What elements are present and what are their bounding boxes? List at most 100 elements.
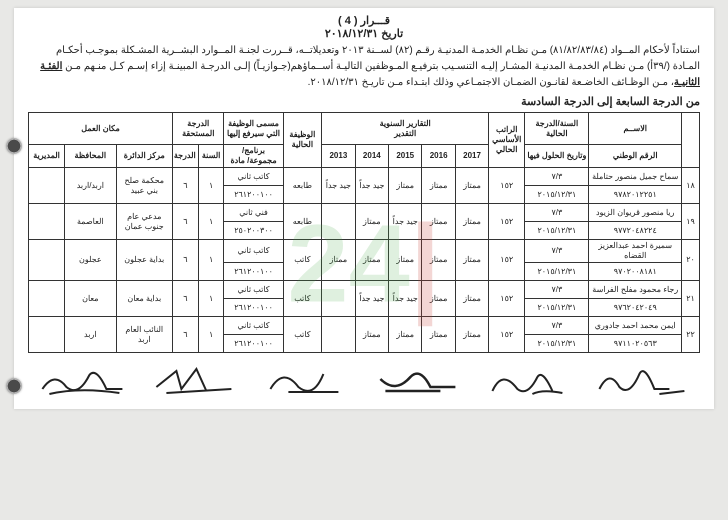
col-sana: السنة [198,145,224,168]
col-curjob: الوظيفة الحالية [283,113,322,168]
cell-r2015: ممتاز [389,317,422,353]
cell-grade: ٧/٣ [525,168,589,186]
cell-center: مدعي عام جنوب عمان [116,204,173,240]
cell-num: ٢٢ [682,317,700,353]
cell-num: ١٨ [682,168,700,204]
cell-r2013 [322,281,355,317]
cell-center: محكمة صلح بني عبيد [116,168,173,204]
cell-daraja: ٦ [173,317,199,353]
cell-curjob: كاتب [283,281,322,317]
cell-grade: ٧/٣ [525,204,589,222]
cell-curjob: طابعه [283,204,322,240]
cell-gdate: ٢٠١٥/١٢/٣١ [525,222,589,240]
decree-number: قـــرار ( 4 ) [28,14,700,27]
cell-name: ايمن محمد احمد جادوري [589,317,682,335]
col-y2014: 2014 [355,145,388,168]
cell-natid: ٩٧٦٢٠٤٢٠٤٩ [589,299,682,317]
signature [28,359,140,401]
signatures-row [28,359,700,401]
col-grade: السنة/الدرجة الحالية [525,113,589,145]
cell-code: ٢٥٠٢٠٠٣٠٠ [224,222,283,240]
cell-gdate: ٢٠١٥/١٢/٣١ [525,263,589,281]
cell-code: ٢٦١٢٠٠١٠٠ [224,299,283,317]
col-workplace: مكان العمل [29,113,173,145]
cell-sana: ١ [198,317,224,353]
employees-table: الاســم السنة/الدرجة الحالية الراتب الأس… [28,112,700,353]
cell-r2014: ممتاز [355,240,388,281]
decree-date: تاريخ ٢٠١٨/١٢/٣١ [28,27,700,40]
cell-gov: اربد [65,317,116,353]
cell-r2015: جيد جداً [389,204,422,240]
cell-dir [29,317,65,353]
cell-r2016: ممتاز [422,240,455,281]
cell-name: سميرة احمد عبدالعزيز القضاه [589,240,682,263]
cell-r2015: ممتاز [389,168,422,204]
cell-num: ٢١ [682,281,700,317]
cell-daraja: ٦ [173,240,199,281]
cell-r2013: جيد جداً [322,168,355,204]
cell-dir [29,204,65,240]
cell-r2017: ممتاز [455,204,488,240]
cell-num: ١٩ [682,204,700,240]
cell-dir [29,168,65,204]
intro-paragraph: استناداً لأحكام المــواد (٨١/٨٢/٨٣/٨٤) م… [28,43,700,91]
cell-salary: ١٥٢ [489,204,525,240]
cell-dir [29,240,65,281]
cell-sana: ١ [198,168,224,204]
col-y2016: 2016 [422,145,455,168]
cell-name: سماح جميل منصور حتاملة [589,168,682,186]
cell-center: بداية معان [116,281,173,317]
cell-natid: ٩٧٨٢٠١٢٢٥١ [589,186,682,204]
cell-r2014: ممتاز [355,204,388,240]
cell-newjob: كاتب ثاني [224,168,283,186]
cell-r2017: ممتاز [455,317,488,353]
col-newjob: مسمى الوظيفة التي سيرفع إليها [224,113,283,145]
col-newjob-sub: برنامج/ مجموعة/ مادة [224,145,283,168]
cell-r2015: ممتاز [389,240,422,281]
cell-salary: ١٥٢ [489,168,525,204]
cell-dir [29,281,65,317]
cell-r2017: ممتاز [455,281,488,317]
cell-r2016: ممتاز [422,168,455,204]
cell-natid: ٩٧١١٠٢٠٥٦٣ [589,335,682,353]
cell-gdate: ٢٠١٥/١٢/٣١ [525,335,589,353]
cell-code: ٢٦١٢٠٠١٠٠ [224,186,283,204]
signature [476,359,588,401]
cell-r2017: ممتاز [455,168,488,204]
cell-r2016: ممتاز [422,317,455,353]
cell-newjob: كاتب ثاني [224,317,283,335]
cell-gov: اربد/اربد [65,168,116,204]
cell-gov: العاصمة [65,204,116,240]
punch-hole [6,378,22,394]
cell-newjob: فني ثاني [224,204,283,222]
cell-code: ٢٦١٢٠٠١٠٠ [224,263,283,281]
cell-r2014: جيد جداً [355,281,388,317]
cell-center: بداية عجلون [116,240,173,281]
signature [588,359,700,401]
cell-natid: ٩٧٧٢٠٤٨٢٢٤ [589,222,682,240]
cell-r2013 [322,204,355,240]
col-natid: الرقم الوطني [589,145,682,168]
cell-grade: ٧/٣ [525,281,589,299]
col-newgrade: الدرجة المستحقة [173,113,224,145]
cell-daraja: ٦ [173,204,199,240]
signature [252,359,364,401]
cell-center: النائب العام اربد [116,317,173,353]
cell-salary: ١٥٢ [489,281,525,317]
cell-gdate: ٢٠١٥/١٢/٣١ [525,299,589,317]
col-grade-sub: وتاريخ الحلول فيها [525,145,589,168]
document-page: قـــرار ( 4 ) تاريخ ٢٠١٨/١٢/٣١ استناداً … [14,8,714,409]
col-center: مركز الدائرة [116,145,173,168]
grade-change-subtitle: من الدرجة السابعة إلى الدرجة السادسة [28,95,700,108]
cell-grade: ٧/٣ [525,317,589,335]
cell-gov: عجلون [65,240,116,281]
cell-r2014: ممتاز [355,317,388,353]
document-header: قـــرار ( 4 ) تاريخ ٢٠١٨/١٢/٣١ [28,14,700,40]
col-name: الاســم [589,113,682,145]
col-reports: التقارير السنويةالتقدير [322,113,489,145]
cell-curjob: كاتب [283,240,322,281]
cell-r2017: ممتاز [455,240,488,281]
cell-r2013: ممتاز [322,240,355,281]
cell-salary: ١٥٢ [489,317,525,353]
cell-r2014: جيد جداً [355,168,388,204]
